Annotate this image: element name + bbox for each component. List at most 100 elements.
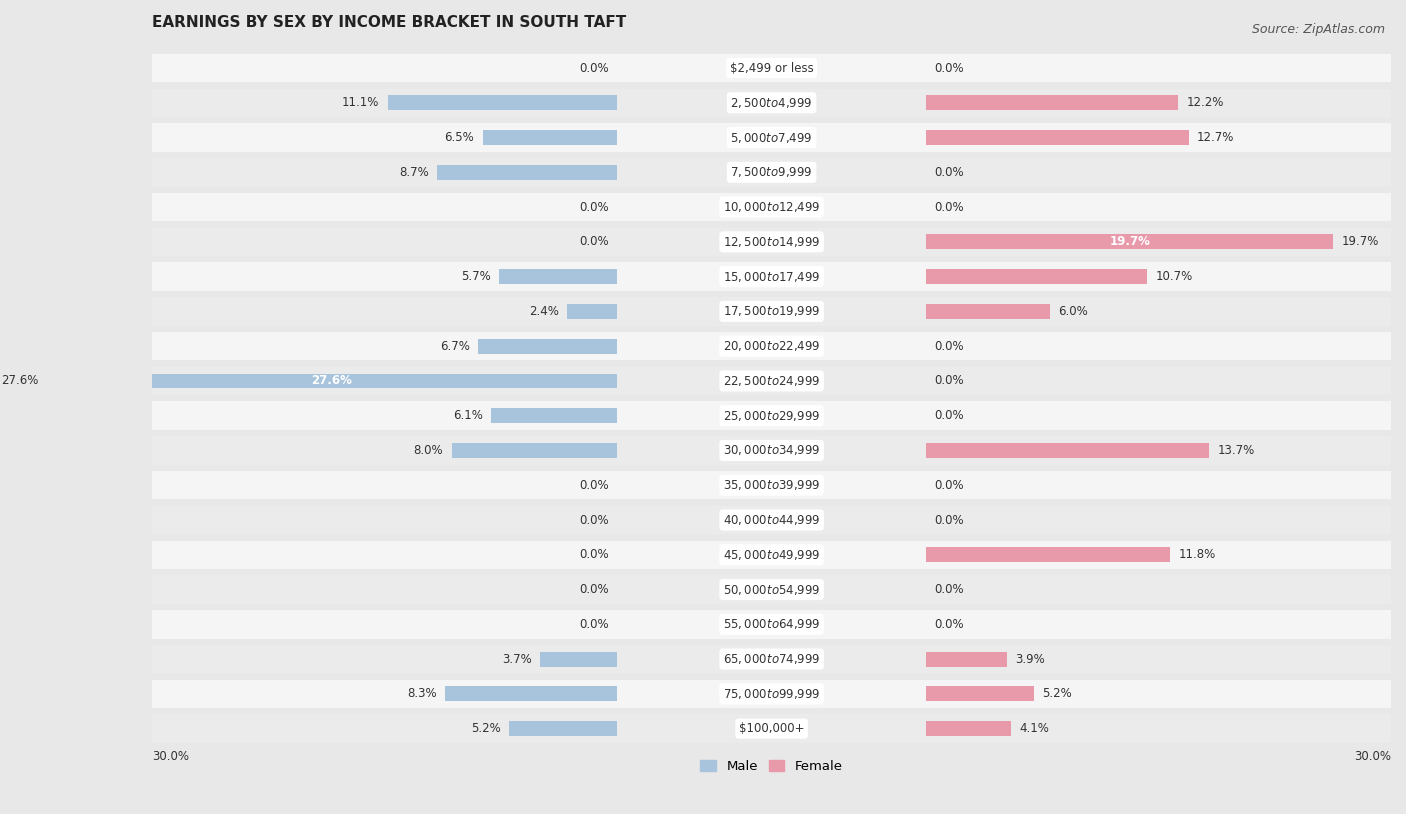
Text: 0.0%: 0.0% xyxy=(935,479,965,492)
Bar xyxy=(927,547,1170,562)
Text: $45,000 to $49,999: $45,000 to $49,999 xyxy=(723,548,820,562)
Bar xyxy=(567,304,617,319)
Text: 0.0%: 0.0% xyxy=(935,339,965,352)
Bar xyxy=(927,95,1178,110)
Text: 13.7%: 13.7% xyxy=(1218,444,1254,457)
Text: $15,000 to $17,499: $15,000 to $17,499 xyxy=(723,269,820,283)
Bar xyxy=(152,436,1391,465)
Text: 12.7%: 12.7% xyxy=(1197,131,1234,144)
Bar xyxy=(451,443,617,458)
Text: 6.0%: 6.0% xyxy=(1059,305,1088,318)
Text: 0.0%: 0.0% xyxy=(935,618,965,631)
Text: $10,000 to $12,499: $10,000 to $12,499 xyxy=(723,200,820,214)
Text: $50,000 to $54,999: $50,000 to $54,999 xyxy=(723,583,820,597)
Text: 19.7%: 19.7% xyxy=(1109,235,1150,248)
Bar xyxy=(152,193,1391,221)
Text: 0.0%: 0.0% xyxy=(579,549,609,562)
Text: 0.0%: 0.0% xyxy=(579,618,609,631)
Text: 0.0%: 0.0% xyxy=(579,235,609,248)
Text: 3.9%: 3.9% xyxy=(1015,653,1045,666)
Text: $2,499 or less: $2,499 or less xyxy=(730,62,814,75)
Text: 0.0%: 0.0% xyxy=(935,374,965,387)
Bar xyxy=(388,95,617,110)
Text: 6.5%: 6.5% xyxy=(444,131,474,144)
Text: $20,000 to $22,499: $20,000 to $22,499 xyxy=(723,339,820,353)
Text: $35,000 to $39,999: $35,000 to $39,999 xyxy=(723,479,820,492)
Text: $30,000 to $34,999: $30,000 to $34,999 xyxy=(723,444,820,457)
Bar xyxy=(152,89,1391,117)
Text: $22,500 to $24,999: $22,500 to $24,999 xyxy=(723,374,820,388)
Text: $2,500 to $4,999: $2,500 to $4,999 xyxy=(730,96,813,110)
Text: 0.0%: 0.0% xyxy=(579,514,609,527)
Bar xyxy=(152,680,1391,708)
Bar xyxy=(152,123,1391,151)
Text: $55,000 to $64,999: $55,000 to $64,999 xyxy=(723,617,820,632)
Text: 5.2%: 5.2% xyxy=(471,722,501,735)
Bar xyxy=(152,366,1391,395)
Text: $17,500 to $19,999: $17,500 to $19,999 xyxy=(723,304,820,318)
Bar xyxy=(152,401,1391,430)
Bar xyxy=(927,721,1011,736)
Bar xyxy=(46,374,617,388)
Bar xyxy=(540,652,617,667)
Bar xyxy=(927,269,1147,284)
Text: 0.0%: 0.0% xyxy=(579,62,609,75)
Text: EARNINGS BY SEX BY INCOME BRACKET IN SOUTH TAFT: EARNINGS BY SEX BY INCOME BRACKET IN SOU… xyxy=(152,15,627,30)
Text: 2.4%: 2.4% xyxy=(529,305,560,318)
Text: 11.8%: 11.8% xyxy=(1178,549,1216,562)
Text: 0.0%: 0.0% xyxy=(579,583,609,596)
Bar xyxy=(152,228,1391,256)
Text: $25,000 to $29,999: $25,000 to $29,999 xyxy=(723,409,820,422)
Bar xyxy=(927,130,1188,145)
Bar xyxy=(152,575,1391,604)
Text: 5.7%: 5.7% xyxy=(461,270,491,283)
Text: 8.3%: 8.3% xyxy=(408,687,437,700)
Text: 8.0%: 8.0% xyxy=(413,444,443,457)
Text: 0.0%: 0.0% xyxy=(935,583,965,596)
Text: 0.0%: 0.0% xyxy=(935,166,965,179)
Text: 0.0%: 0.0% xyxy=(579,200,609,213)
Text: $12,500 to $14,999: $12,500 to $14,999 xyxy=(723,235,820,249)
Text: 12.2%: 12.2% xyxy=(1187,96,1225,109)
Text: 4.1%: 4.1% xyxy=(1019,722,1049,735)
Text: 10.7%: 10.7% xyxy=(1156,270,1192,283)
Bar xyxy=(152,645,1391,673)
Bar xyxy=(446,686,617,702)
Bar xyxy=(927,443,1209,458)
Bar xyxy=(478,339,617,353)
Text: $75,000 to $99,999: $75,000 to $99,999 xyxy=(723,687,820,701)
Text: 3.7%: 3.7% xyxy=(502,653,531,666)
Bar xyxy=(152,715,1391,743)
Bar xyxy=(482,130,617,145)
Bar xyxy=(927,304,1050,319)
Text: 0.0%: 0.0% xyxy=(935,200,965,213)
Text: 0.0%: 0.0% xyxy=(935,409,965,422)
Text: 6.7%: 6.7% xyxy=(440,339,470,352)
Text: 27.6%: 27.6% xyxy=(1,374,39,387)
Bar xyxy=(152,505,1391,534)
Text: 30.0%: 30.0% xyxy=(152,751,190,764)
Text: 0.0%: 0.0% xyxy=(935,62,965,75)
Text: $5,000 to $7,499: $5,000 to $7,499 xyxy=(730,130,813,145)
Text: 19.7%: 19.7% xyxy=(1341,235,1379,248)
Text: $100,000+: $100,000+ xyxy=(740,722,804,735)
Bar xyxy=(927,686,1033,702)
Text: 11.1%: 11.1% xyxy=(342,96,380,109)
Bar xyxy=(152,262,1391,291)
Text: 8.7%: 8.7% xyxy=(399,166,429,179)
Bar xyxy=(152,471,1391,500)
Text: $40,000 to $44,999: $40,000 to $44,999 xyxy=(723,513,820,527)
Bar xyxy=(437,165,617,180)
Legend: Male, Female: Male, Female xyxy=(695,755,848,778)
Bar xyxy=(927,652,1007,667)
Text: 6.1%: 6.1% xyxy=(453,409,482,422)
Bar xyxy=(152,610,1391,638)
Bar xyxy=(491,409,617,423)
Bar xyxy=(152,332,1391,361)
Text: 30.0%: 30.0% xyxy=(1354,751,1391,764)
Text: 0.0%: 0.0% xyxy=(935,514,965,527)
Bar xyxy=(152,540,1391,569)
Bar xyxy=(509,721,617,736)
Text: 27.6%: 27.6% xyxy=(312,374,353,387)
Text: 0.0%: 0.0% xyxy=(579,479,609,492)
